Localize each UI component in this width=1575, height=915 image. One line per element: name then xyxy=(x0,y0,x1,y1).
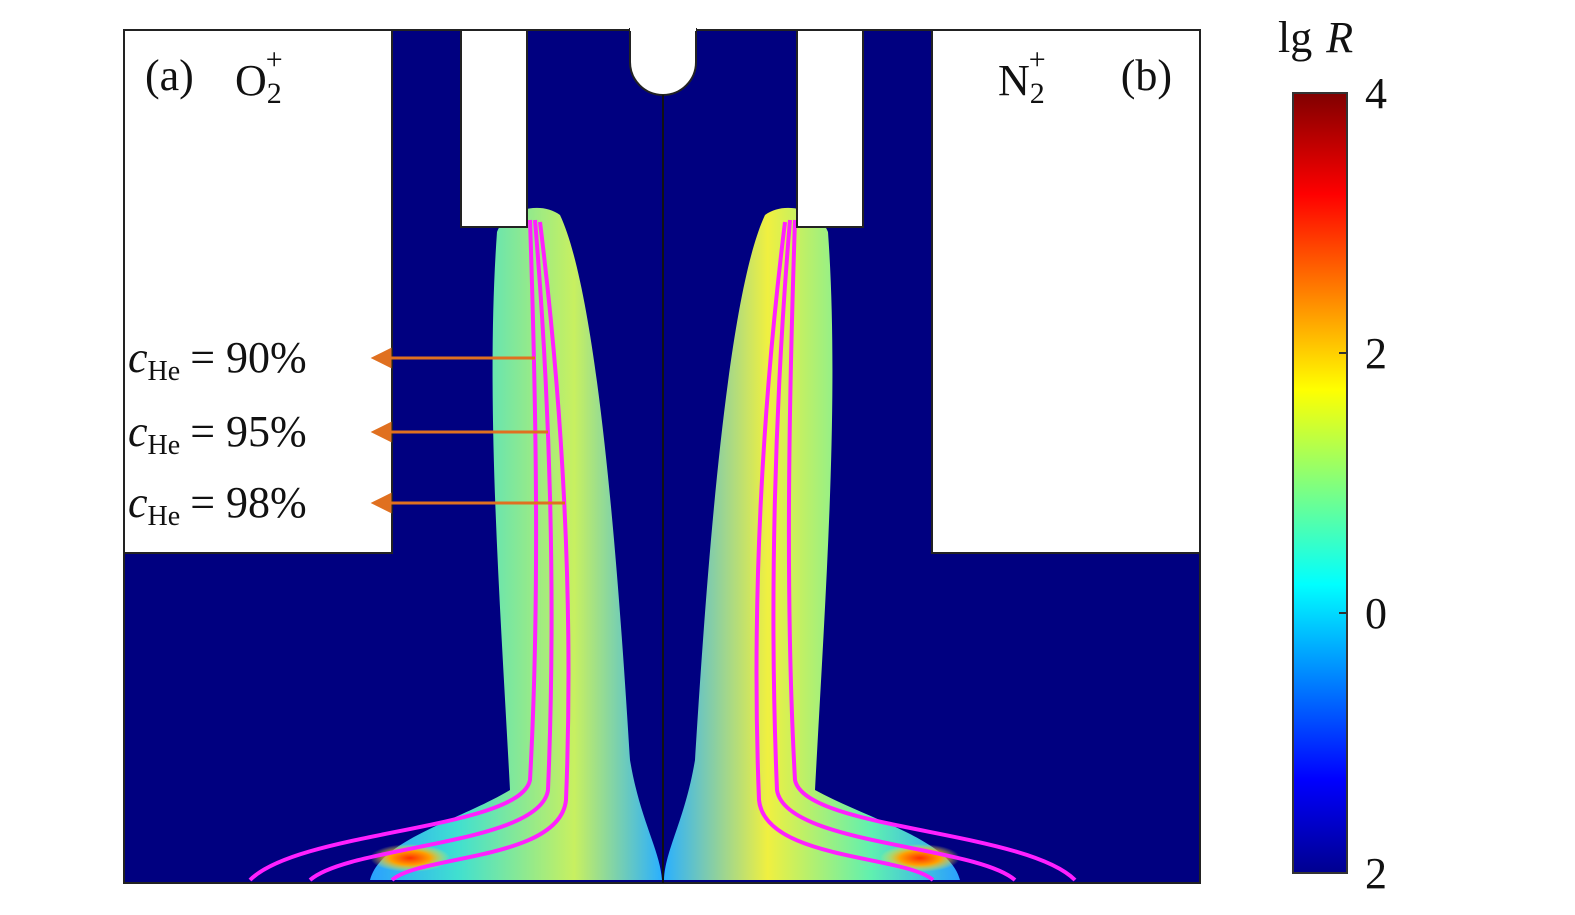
annotation-sub: He xyxy=(148,356,181,387)
annotation-sub: He xyxy=(148,501,181,532)
annotation-symbol: c xyxy=(128,333,148,382)
species-sup: + xyxy=(1029,43,1046,76)
colorbar-title-symbol: R xyxy=(1325,13,1353,62)
annotation-text: = 90% xyxy=(190,333,306,382)
inlet-gap xyxy=(630,26,696,31)
field xyxy=(123,26,1201,884)
colorbar-tick-label: 2 xyxy=(1365,849,1387,898)
colorbar xyxy=(1292,92,1348,874)
annotation-text: = 95% xyxy=(190,407,306,456)
species-sup: + xyxy=(266,43,283,76)
species: O2+ xyxy=(235,43,283,110)
colorbar-tick-label: 4 xyxy=(1365,69,1387,118)
annotation: cHe = 90% xyxy=(128,333,307,387)
colorbar-title: lg R xyxy=(1278,13,1353,62)
colorbar-title-prefix: lg xyxy=(1278,13,1312,62)
plume xyxy=(370,207,662,880)
electrode xyxy=(931,29,1201,554)
species-sub: 2 xyxy=(267,77,282,110)
electrode xyxy=(123,29,393,554)
contours xyxy=(248,219,1077,882)
annotation-sub: He xyxy=(148,430,181,461)
annotation-symbol: c xyxy=(128,478,148,527)
plume xyxy=(664,207,960,880)
species: N2+ xyxy=(998,43,1046,110)
colorbar-tick-label: 0 xyxy=(1365,589,1387,638)
panel-label: (b) xyxy=(1121,51,1172,100)
inlet xyxy=(629,28,697,96)
electrode xyxy=(796,29,864,228)
colorbar-tick-label: 2 xyxy=(1365,329,1387,378)
annotation: cHe = 95% xyxy=(128,407,307,461)
species-base: O xyxy=(235,56,267,105)
annotation-text: = 98% xyxy=(190,478,306,527)
annotation: cHe = 98% xyxy=(128,478,307,532)
annotation-symbol: c xyxy=(128,407,148,456)
panel-label: (a) xyxy=(145,51,194,100)
electrode xyxy=(460,29,528,228)
species-sub: 2 xyxy=(1030,77,1045,110)
species-base: N xyxy=(998,56,1030,105)
arrows xyxy=(370,347,565,514)
